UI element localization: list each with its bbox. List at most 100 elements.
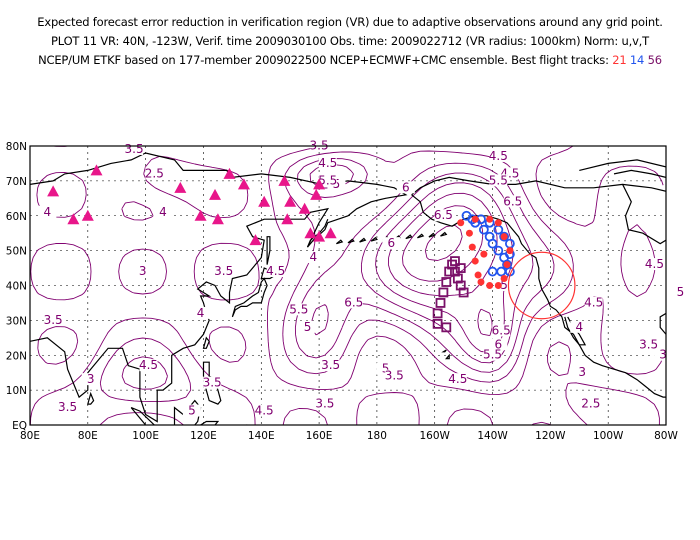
- lat-label: EQ: [12, 420, 27, 432]
- coastline-asia: [30, 152, 408, 423]
- lat-label: 20N: [6, 350, 27, 362]
- lon-label: 140E: [248, 430, 275, 442]
- contour-label-bg: [318, 156, 337, 169]
- track-56-square: [450, 256, 460, 266]
- map-title-line-3: NCEP/UM ETKF based on 177-member 2009022…: [0, 53, 700, 67]
- observation-triangle: [174, 181, 187, 193]
- contour-label: 3: [87, 372, 95, 386]
- observation-triangle: [209, 188, 222, 200]
- lon-label: 120E: [190, 430, 217, 442]
- contour-label: 3: [139, 264, 147, 278]
- coastline-sri-lanka: [87, 391, 95, 405]
- contour-label-bg: [266, 265, 285, 278]
- lat-label: 70N: [6, 176, 27, 188]
- coastline-aleutian: [405, 234, 413, 240]
- contour-label: 6.5: [434, 208, 453, 222]
- lon-label: 100W: [593, 430, 624, 442]
- contour-label-bg: [584, 296, 603, 309]
- contour-label: 4.5: [139, 358, 158, 372]
- track-21-dot: [480, 250, 488, 258]
- contour-label: 5: [382, 362, 390, 376]
- verification-region: [507, 251, 576, 320]
- lon-label: 140W: [477, 430, 508, 442]
- contour-label-bg: [654, 348, 673, 361]
- contour-label-bg: [396, 181, 415, 194]
- track-56-square: [438, 287, 449, 298]
- contour-label-bg: [489, 149, 508, 162]
- contour-labels: 3.53.52.54.54.54.555.55.566.56.5644433.5…: [38, 138, 690, 418]
- coastline-florida: [659, 312, 666, 335]
- contour-label: 5.5: [318, 173, 337, 187]
- track-14-circle: [487, 266, 498, 277]
- contour-label-bg: [321, 359, 340, 372]
- verification-circle: [507, 251, 576, 320]
- contour-line: [99, 150, 656, 403]
- contour-label-bg: [203, 376, 222, 389]
- track-21-dot: [474, 271, 482, 279]
- coastline-taiwan: [202, 336, 210, 349]
- contour-label: 3.5: [214, 264, 233, 278]
- observation-triangle: [313, 230, 326, 242]
- contour-label-bg: [255, 404, 274, 417]
- contour-label-bg: [145, 167, 164, 180]
- contour-label: 5: [677, 285, 685, 299]
- contour-label: 4: [44, 205, 52, 219]
- contour-label-bg: [483, 348, 502, 361]
- track-21-dot: [471, 215, 479, 223]
- contour-label: 4: [159, 205, 167, 219]
- track-21-dot: [506, 247, 514, 255]
- observation-triangle: [81, 209, 94, 221]
- contour-label: 2.5: [145, 166, 164, 180]
- legend-prefix: NCEP/UM ETKF based on 177-member 2009022…: [38, 53, 609, 67]
- track-21-dot: [468, 243, 476, 251]
- track-56-square: [444, 266, 455, 277]
- contour-label-bg: [434, 209, 453, 222]
- track-21-dot: [486, 215, 494, 223]
- contour-label-bg: [492, 324, 511, 337]
- contour-label-bg: [139, 359, 158, 372]
- contour-label-bg: [489, 174, 508, 187]
- coastline-aleutian: [336, 239, 344, 245]
- track-56-square: [441, 277, 452, 287]
- observation-triangle: [194, 209, 207, 221]
- contour-line: [375, 182, 514, 353]
- observation-triangle: [313, 178, 326, 190]
- legend-track-56: 56: [647, 53, 662, 67]
- observation-triangle: [310, 188, 323, 200]
- contour-label: 4.5: [489, 149, 508, 163]
- lat-label: 30N: [6, 315, 27, 327]
- lon-label: 80W: [654, 430, 678, 442]
- coastline-japan: [231, 277, 268, 318]
- observation-triangle: [223, 167, 236, 179]
- contour-label-bg: [304, 251, 323, 264]
- contour-label: 4.5: [266, 264, 285, 278]
- contour-label: 4.5: [584, 295, 603, 309]
- coastline-aleutian: [428, 232, 436, 238]
- observation-triangle: [211, 213, 224, 225]
- contour-label: 3.5: [203, 376, 222, 390]
- contour-label: 4: [309, 250, 317, 264]
- contour-label: 6.5: [503, 194, 522, 208]
- contour-label-bg: [81, 373, 100, 386]
- coastline-sulawesi: [199, 420, 220, 425]
- contour-label: 6: [495, 337, 503, 351]
- contour-label: 3.5: [125, 142, 144, 156]
- contour-label-bg: [671, 285, 690, 298]
- contour-label: 4: [197, 306, 205, 320]
- track-21-dot: [471, 257, 479, 265]
- track-56-square: [455, 280, 466, 291]
- map-frame: [29, 145, 667, 426]
- contour-label: 4.5: [645, 257, 664, 271]
- contour-label-bg: [645, 258, 664, 271]
- track-21-dot: [465, 229, 473, 237]
- lat-label: 50N: [6, 246, 27, 258]
- contour-label-bg: [385, 369, 404, 382]
- lat-label: 10N: [6, 385, 27, 397]
- track-21-dot: [457, 219, 465, 227]
- coastline-sumatra: [130, 407, 156, 425]
- coastline-aleutian: [359, 237, 367, 243]
- observation-triangle: [67, 213, 80, 225]
- contour-label-bg: [58, 401, 77, 414]
- observation-triangle: [47, 185, 60, 197]
- lon-label: 160W: [420, 430, 451, 442]
